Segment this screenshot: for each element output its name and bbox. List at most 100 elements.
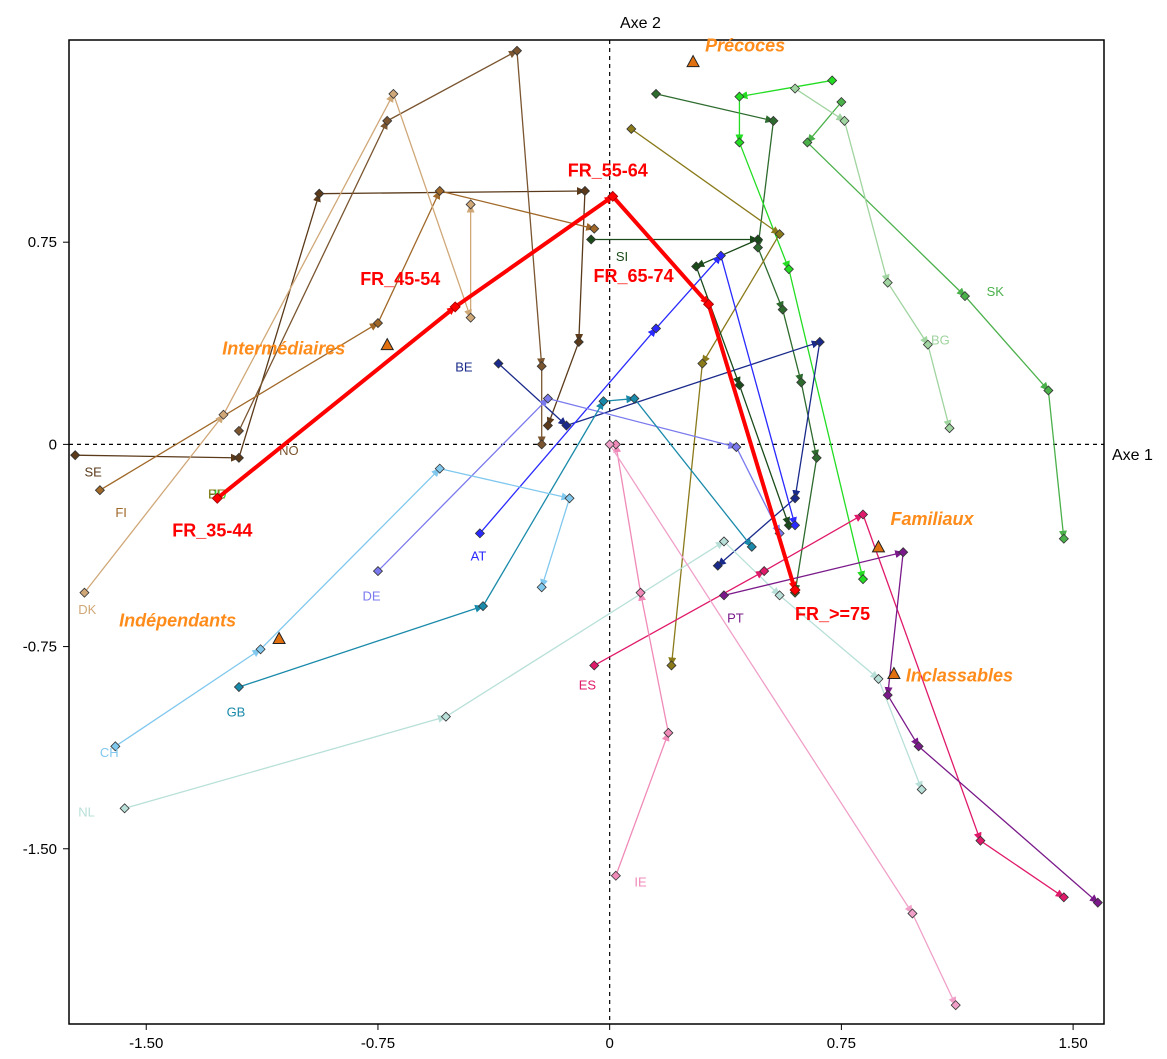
data-point	[1043, 385, 1054, 396]
trajectory-segment	[638, 591, 670, 733]
series-at: AT	[471, 250, 801, 563]
trajectory-segment	[723, 540, 781, 597]
y-tick-label: 0.75	[28, 234, 57, 251]
data-point	[70, 450, 81, 461]
trajectory-segment	[655, 93, 775, 123]
data-point	[511, 45, 523, 56]
france-label: FR_>=75	[795, 604, 870, 624]
trajectory-segment	[593, 570, 766, 667]
data-point	[898, 547, 909, 558]
data-point	[731, 442, 742, 453]
trajectory-segment	[757, 247, 784, 311]
data-point	[536, 582, 547, 593]
trajectory-segment	[439, 468, 571, 501]
trajectory-segment	[738, 79, 833, 100]
country-label-bg: BG	[931, 333, 950, 348]
trajectory-segment	[615, 731, 670, 876]
data-point	[465, 199, 476, 210]
country-label-dk: DK	[78, 602, 96, 617]
trajectory-segment	[927, 344, 952, 430]
country-label-fi: FI	[115, 505, 127, 520]
group-label: Intermédiaires	[222, 339, 345, 359]
data-point	[691, 261, 702, 272]
data-point	[715, 250, 726, 261]
country-label-se: SE	[84, 465, 102, 480]
trajectory-segment	[701, 233, 781, 365]
country-label-be: BE	[455, 360, 473, 375]
trajectory-segment	[695, 266, 741, 387]
data-point	[752, 234, 764, 245]
trajectory-segment	[918, 745, 1099, 904]
data-point	[827, 75, 838, 86]
country-label-es: ES	[579, 678, 597, 693]
data-point	[372, 318, 384, 329]
data-point	[959, 291, 971, 302]
trajectory-segment	[887, 282, 929, 346]
data-point	[814, 336, 825, 348]
trajectory-segment	[124, 715, 447, 809]
data-point	[836, 96, 847, 108]
france-label: FR_65-74	[594, 266, 674, 286]
trajectory-segment	[377, 190, 441, 324]
data-point	[796, 377, 807, 388]
trajectory-segment	[319, 187, 586, 196]
data-point	[589, 223, 600, 234]
x-tick-label: -1.50	[129, 1035, 163, 1052]
data-point	[882, 277, 893, 288]
country-label-at: AT	[471, 548, 487, 563]
data-point	[759, 566, 770, 577]
series-pt: PT	[718, 547, 1103, 908]
data-point	[663, 727, 674, 738]
data-point	[1058, 892, 1069, 903]
data-point	[536, 361, 547, 372]
data-point	[586, 234, 597, 245]
data-point	[774, 590, 785, 601]
data-point	[922, 339, 933, 350]
trajectory-segment	[238, 604, 484, 688]
data-point	[573, 336, 584, 348]
data-point	[718, 536, 730, 547]
data-point	[465, 312, 476, 323]
data-point	[746, 541, 757, 552]
data-point	[950, 1000, 961, 1011]
reference-lines	[69, 40, 1104, 1024]
data-point	[493, 358, 504, 369]
france-point	[449, 301, 461, 313]
data-point	[857, 509, 869, 520]
y-tick-label: -1.50	[23, 841, 57, 858]
group-marker	[272, 631, 286, 644]
group-marker	[380, 337, 395, 351]
trajectory-segment	[723, 550, 905, 596]
y-tick-label: -0.75	[23, 639, 57, 656]
data-point	[916, 784, 927, 795]
series-fi: FI	[94, 185, 600, 520]
data-point	[434, 185, 445, 197]
data-point	[542, 420, 553, 431]
data-point	[434, 463, 445, 474]
trajectory-segment	[498, 363, 568, 427]
data-point	[579, 185, 591, 197]
country-label-si: SI	[616, 249, 628, 264]
data-point	[734, 137, 745, 148]
series-be: BE	[455, 336, 825, 571]
trajectory-segment	[788, 268, 866, 581]
trajectory-segment	[763, 513, 864, 572]
trajectory-segment	[609, 444, 913, 915]
trajectory-segment	[754, 120, 775, 249]
data-point	[233, 452, 244, 463]
x-tick-label: 0	[605, 1035, 613, 1052]
trajectory-segment	[260, 467, 441, 650]
trajectory-segment	[603, 395, 636, 404]
series-gb: GB	[227, 393, 757, 720]
data-point	[882, 690, 893, 701]
trajectory-segment	[1047, 390, 1067, 540]
data-point	[734, 91, 745, 102]
france-label: FR_55-64	[568, 160, 648, 180]
data-point	[372, 566, 384, 577]
data-point	[233, 425, 244, 436]
data-point	[610, 870, 621, 881]
france-trajectory: FR_35-44 FR_45-54 FR_55-64 FR_65-74 FR_>=75	[172, 160, 870, 624]
trajectory-segment	[238, 119, 388, 432]
y-tick-label: 0	[49, 436, 57, 453]
